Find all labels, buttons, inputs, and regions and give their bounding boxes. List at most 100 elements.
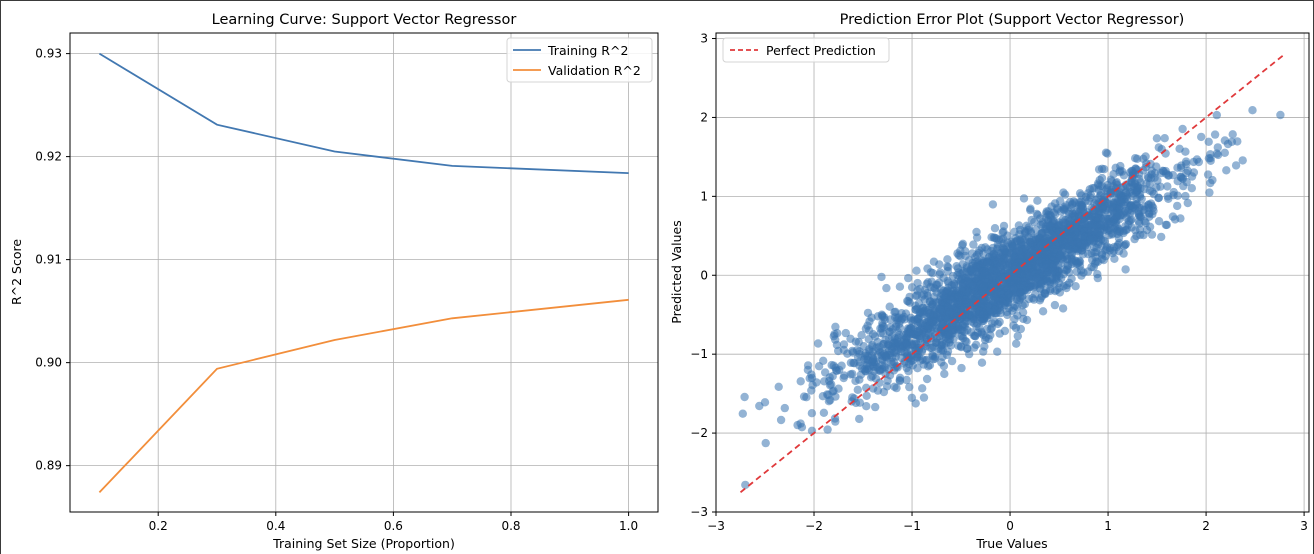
prediction-point xyxy=(996,235,1006,244)
prediction-point xyxy=(937,308,946,317)
prediction-point xyxy=(862,402,871,411)
learning-curve-axes-frame xyxy=(69,32,659,513)
learning-curve-xlabel: Training Set Size (Proportion) xyxy=(272,536,455,551)
prediction-point xyxy=(848,348,858,357)
prediction-point xyxy=(1022,221,1031,230)
lc-ytick-label: 0.90 xyxy=(35,356,62,370)
prediction-point xyxy=(956,332,965,341)
prediction-point xyxy=(1121,265,1130,274)
prediction-point xyxy=(1009,303,1018,312)
prediction-point xyxy=(972,322,981,331)
prediction-point xyxy=(958,260,967,269)
prediction-point xyxy=(862,391,871,400)
prediction-error-legend-box xyxy=(722,37,890,63)
prediction-point xyxy=(1057,247,1067,256)
prediction-point xyxy=(1062,283,1071,293)
prediction-point xyxy=(912,266,921,275)
prediction-point xyxy=(1057,274,1066,283)
learning-curve-series xyxy=(98,52,629,494)
prediction-point xyxy=(807,373,817,383)
perfect-prediction-line-group xyxy=(739,53,1286,493)
prediction-point xyxy=(904,367,913,376)
prediction-point xyxy=(1012,236,1022,245)
prediction-point xyxy=(1119,249,1128,258)
prediction-point xyxy=(942,350,952,360)
prediction-point xyxy=(1181,157,1191,166)
prediction-point xyxy=(988,200,998,209)
prediction-point xyxy=(1145,222,1155,231)
prediction-point xyxy=(1160,134,1169,143)
prediction-point xyxy=(1164,194,1173,203)
prediction-point xyxy=(962,298,971,307)
prediction-point xyxy=(1075,189,1085,198)
prediction-point xyxy=(871,402,880,412)
prediction-point xyxy=(1050,267,1060,276)
prediction-point xyxy=(1176,173,1185,182)
prediction-point xyxy=(1187,184,1197,193)
prediction-point xyxy=(1173,201,1182,211)
prediction-point xyxy=(1212,149,1222,158)
prediction-point xyxy=(839,373,848,383)
prediction-point xyxy=(948,271,958,281)
prediction-point xyxy=(738,409,747,418)
prediction-point xyxy=(983,258,992,267)
prediction-point xyxy=(939,361,949,371)
prediction-point xyxy=(857,331,866,340)
prediction-point xyxy=(1223,139,1233,149)
prediction-point xyxy=(963,325,972,335)
prediction-point xyxy=(793,420,802,430)
prediction-point xyxy=(880,362,889,371)
prediction-point xyxy=(1022,315,1032,325)
perfect-prediction-line xyxy=(739,53,1286,493)
prediction-point xyxy=(1238,156,1247,165)
prediction-point xyxy=(1169,187,1178,197)
prediction-point xyxy=(895,282,905,291)
prediction-point xyxy=(1077,200,1086,209)
pe-ytick-label: −1 xyxy=(690,347,708,361)
prediction-point xyxy=(884,341,893,350)
prediction-point xyxy=(1161,169,1171,178)
prediction-point xyxy=(1038,307,1048,316)
prediction-point xyxy=(1100,165,1109,174)
prediction-point xyxy=(1121,222,1130,231)
prediction-point xyxy=(807,386,816,395)
prediction-point xyxy=(1027,215,1036,225)
pe-ytick-label: 3 xyxy=(700,32,708,46)
prediction-point xyxy=(807,409,817,418)
prediction-point xyxy=(907,393,917,402)
prediction-point xyxy=(1021,277,1030,286)
prediction-point xyxy=(1093,228,1102,237)
pe-ytick-label: −3 xyxy=(690,505,708,519)
prediction-point xyxy=(837,361,846,370)
prediction-point xyxy=(1157,232,1166,242)
prediction-point xyxy=(1105,243,1115,253)
pe-xtick-label: −1 xyxy=(903,519,921,533)
prediction-error-legend: Perfect Prediction xyxy=(722,37,890,63)
prediction-point xyxy=(923,305,933,315)
prediction-point xyxy=(916,319,925,328)
prediction-point xyxy=(1005,283,1015,292)
prediction-point xyxy=(1168,212,1178,221)
prediction-point xyxy=(1192,155,1202,164)
prediction-point xyxy=(1084,249,1093,259)
prediction-point xyxy=(1048,252,1058,261)
prediction-point xyxy=(1228,130,1237,139)
prediction-point xyxy=(819,356,828,365)
prediction-point xyxy=(872,343,881,352)
lc-xtick-label: 1.0 xyxy=(619,519,638,533)
prediction-point xyxy=(925,321,934,330)
prediction-error-xlabel: True Values xyxy=(975,536,1047,551)
prediction-point xyxy=(1034,279,1043,288)
prediction-point xyxy=(1079,268,1088,277)
prediction-point xyxy=(1004,290,1013,299)
learning-curve-panel: 0.2 0.4 0.6 0.8 1.0 0.89 0.90 0.91 0.92 0.93 Lear… xyxy=(9,12,659,551)
prediction-point xyxy=(1145,186,1155,195)
prediction-point xyxy=(972,227,981,237)
prediction-point xyxy=(1060,203,1069,212)
prediction-point xyxy=(943,255,952,264)
prediction-point xyxy=(961,317,971,326)
prediction-point xyxy=(855,398,865,407)
prediction-point xyxy=(971,340,981,349)
learning-curve-title: Learning Curve: Support Vector Regressor xyxy=(212,12,517,28)
prediction-point xyxy=(957,363,966,373)
